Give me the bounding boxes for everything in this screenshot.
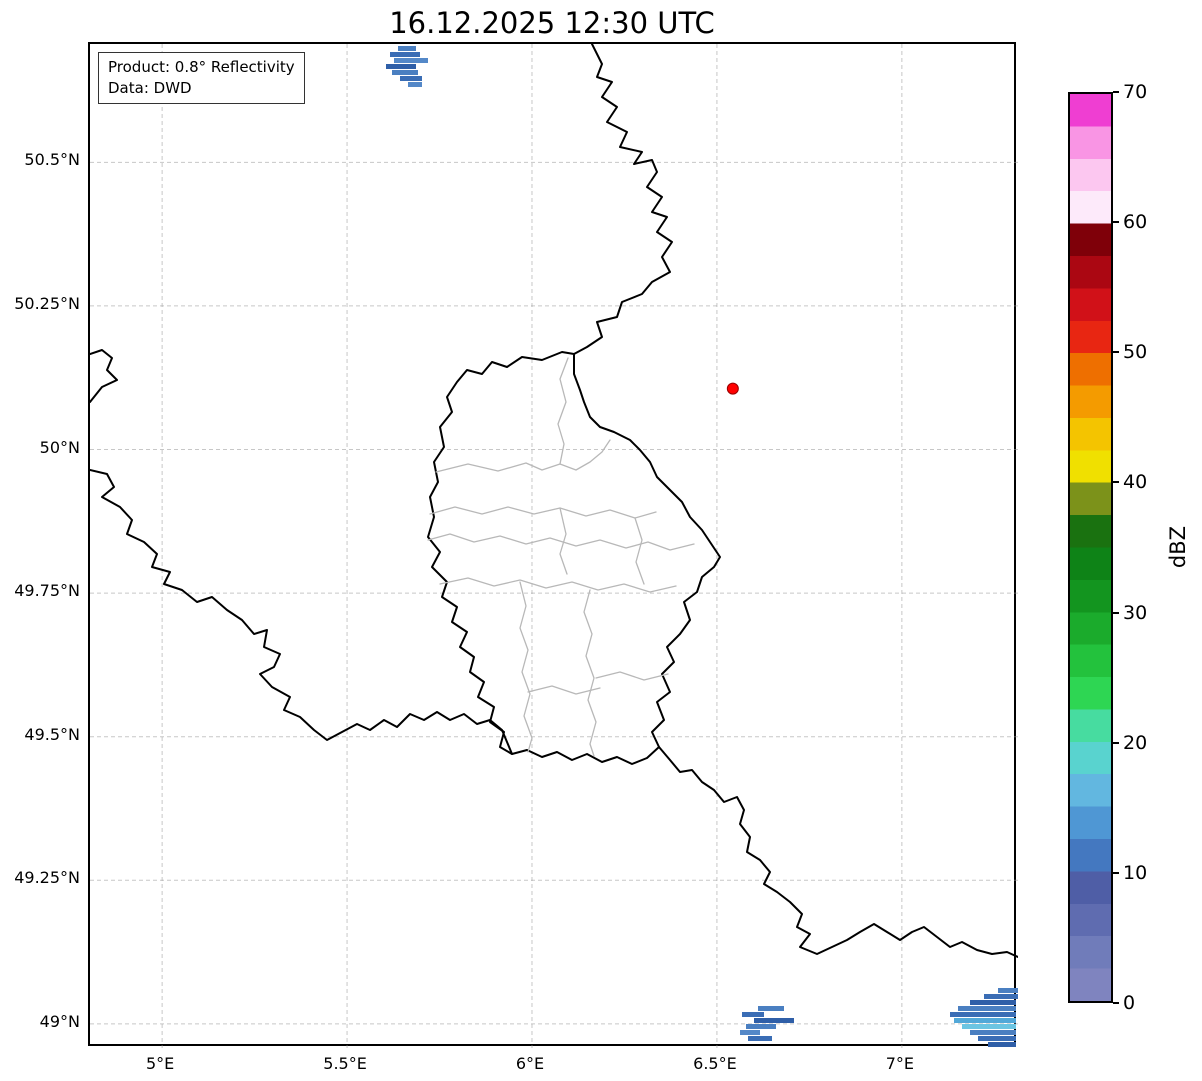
info-product: Product: 0.8° Reflectivity bbox=[108, 58, 295, 76]
canton-line bbox=[527, 685, 601, 695]
colorbar-tick-mark bbox=[1113, 871, 1119, 874]
echo-cell bbox=[754, 1018, 794, 1023]
colorbar-tick-mark bbox=[1113, 221, 1119, 224]
echo-cell bbox=[978, 1036, 1016, 1041]
figure-title: 16.12.2025 12:30 UTC bbox=[389, 6, 715, 40]
colorbar bbox=[1068, 92, 1113, 1003]
lat-tick-label: 50.25°N bbox=[14, 293, 80, 313]
colorbar-tick-label: 60 bbox=[1123, 211, 1148, 234]
map-plot: Product: 0.8° Reflectivity Data: DWD bbox=[88, 42, 1018, 1048]
canton-borders bbox=[427, 357, 695, 757]
colorbar-tick-label: 40 bbox=[1123, 471, 1148, 494]
colorbar-tick-mark bbox=[1113, 741, 1119, 744]
canton-line bbox=[595, 671, 669, 681]
echo-cell bbox=[758, 1006, 784, 1011]
map-svg bbox=[90, 44, 1018, 1048]
echo-cell bbox=[740, 1030, 760, 1035]
border-givet-salient bbox=[90, 349, 118, 403]
echo-cell bbox=[988, 1042, 1016, 1047]
echo-cell bbox=[748, 1036, 772, 1041]
colorbar-tick-mark bbox=[1113, 91, 1119, 93]
colorbar-label: dBZ bbox=[1166, 525, 1190, 569]
colorbar-tick-mark bbox=[1113, 481, 1119, 484]
canton-line bbox=[427, 533, 695, 551]
canton-line bbox=[435, 439, 611, 473]
colorbar-tick-mark bbox=[1113, 351, 1119, 354]
echo-cell bbox=[386, 64, 416, 69]
colorbar-tick-label: 10 bbox=[1123, 861, 1148, 884]
canton-line bbox=[559, 507, 568, 575]
echo-cell bbox=[954, 1018, 1016, 1023]
echo-cell bbox=[958, 1006, 1016, 1011]
border-france-germany bbox=[658, 746, 1018, 958]
colorbar-tick-mark bbox=[1113, 1002, 1119, 1004]
echo-cell bbox=[400, 76, 422, 81]
echo-cell bbox=[746, 1024, 776, 1029]
canton-line bbox=[429, 506, 657, 519]
gridlines bbox=[90, 44, 1018, 1048]
echo-cell bbox=[394, 58, 428, 63]
lat-tick-label: 50°N bbox=[39, 437, 80, 457]
echo-cell bbox=[950, 1012, 1016, 1017]
lat-tick-label: 49.5°N bbox=[24, 724, 80, 744]
country-borders bbox=[90, 44, 1018, 958]
echo-cell bbox=[970, 1000, 1016, 1005]
lon-tick-label: 5.5°E bbox=[323, 1054, 367, 1073]
lat-tick-label: 50.5°N bbox=[24, 150, 80, 170]
colorbar-tick-label: 20 bbox=[1123, 731, 1148, 754]
echo-cell bbox=[742, 1012, 764, 1017]
canton-line bbox=[519, 581, 533, 753]
colorbar-tick-label: 70 bbox=[1123, 81, 1148, 103]
echo-cell bbox=[408, 82, 422, 87]
lat-tick-label: 49.75°N bbox=[14, 581, 80, 601]
border-belgium-france bbox=[90, 469, 513, 755]
lon-tick-label: 5°E bbox=[145, 1054, 175, 1073]
lon-tick-label: 6°E bbox=[515, 1054, 545, 1073]
echo-cell bbox=[390, 52, 420, 57]
canton-line bbox=[557, 357, 569, 465]
lat-tick-label: 49.25°N bbox=[14, 868, 80, 888]
canton-line bbox=[439, 577, 677, 593]
border-luxembourg bbox=[427, 351, 721, 765]
echo-cell bbox=[970, 1030, 1016, 1035]
lon-tick-label: 6.5°E bbox=[693, 1054, 737, 1073]
colorbar-tick-mark bbox=[1113, 611, 1119, 614]
colorbar-tick-label: 50 bbox=[1123, 341, 1148, 364]
radar-site-marker bbox=[726, 382, 739, 395]
echo-cell bbox=[398, 46, 416, 51]
echo-cell bbox=[984, 994, 1018, 999]
lat-tick-label: 49°N bbox=[39, 1011, 80, 1031]
echo-cell bbox=[962, 1024, 1016, 1029]
echo-cell bbox=[392, 70, 418, 75]
info-box: Product: 0.8° Reflectivity Data: DWD bbox=[98, 52, 305, 104]
info-source: Data: DWD bbox=[108, 79, 192, 97]
radar-echoes bbox=[386, 46, 1018, 1047]
canton-line bbox=[634, 517, 645, 585]
colorbar-tick-label: 0 bbox=[1123, 992, 1136, 1014]
colorbar-tick-label: 30 bbox=[1123, 601, 1148, 624]
echo-cell bbox=[998, 988, 1018, 993]
canton-line bbox=[583, 589, 597, 757]
border-germany-belgium bbox=[573, 44, 673, 355]
lon-tick-label: 7°E bbox=[885, 1054, 914, 1073]
